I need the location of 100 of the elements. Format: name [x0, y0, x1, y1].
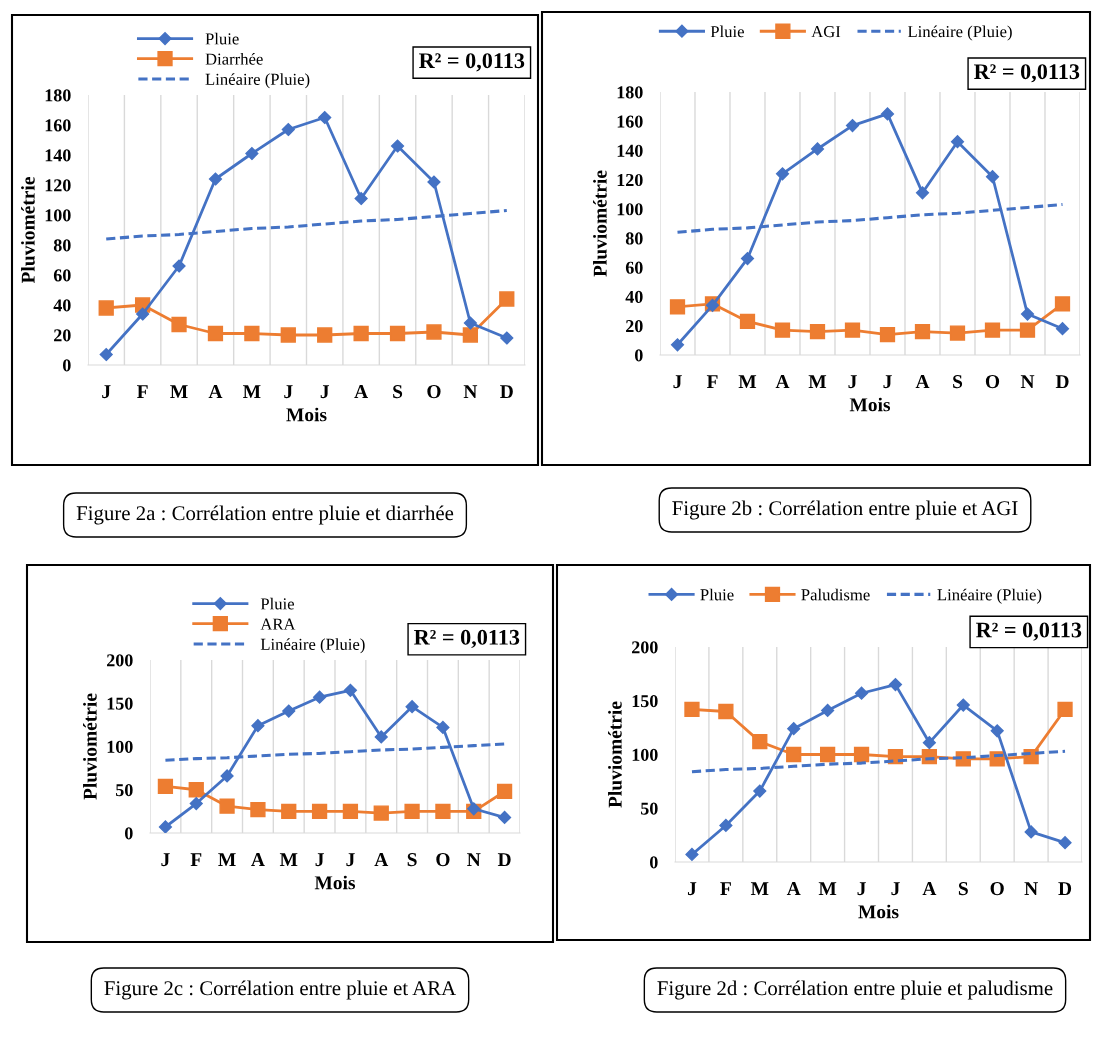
x-tick-label: F: [137, 385, 148, 398]
x-tick-label: A: [922, 882, 937, 895]
y-tick-label: 200: [107, 654, 133, 667]
x-tick-label: D: [497, 853, 511, 866]
x-tick-label: J: [848, 375, 857, 389]
legend-label: Linéaire (Pluie): [205, 73, 310, 89]
y-tick-label: 100: [617, 203, 643, 216]
x-tick-label: A: [374, 853, 389, 866]
legend-label: Pluie: [260, 597, 295, 610]
text: R² = 0,0113: [419, 53, 525, 72]
x-tick-label: M: [738, 375, 757, 388]
x-tick-label: J: [315, 853, 324, 867]
x-tick-label: A: [915, 375, 930, 388]
text: R² = 0,0113: [974, 64, 1080, 83]
legend-label: Pluie: [700, 588, 734, 601]
x-tick-label: O: [990, 882, 1004, 896]
y-tick-label: 150: [107, 697, 133, 710]
x-tick-label: S: [407, 853, 417, 867]
x-tick-label: J: [883, 375, 892, 389]
legend-label: Pluie: [205, 32, 239, 45]
legend-label: ARA: [260, 618, 296, 630]
x-tick-label: M: [243, 385, 261, 398]
y-tick-label: 80: [53, 239, 71, 252]
y-tick-label: 40: [53, 299, 71, 312]
y-axis-title: Pluviométrie: [608, 701, 622, 808]
x-tick-label: M: [750, 882, 769, 895]
y-tick-label: 50: [116, 784, 133, 797]
x-tick-label: N: [1020, 375, 1035, 388]
legend-label: Pluie: [710, 25, 744, 38]
y-axis-title: Pluviométrie: [21, 177, 35, 284]
y-tick-label: 20: [54, 329, 71, 342]
legend-label: Linéaire (Pluie): [937, 588, 1042, 604]
y-tick-label: 0: [649, 856, 658, 869]
x-axis-title: Mois: [286, 407, 327, 422]
y-tick-label: 100: [45, 209, 71, 222]
y-tick-label: 180: [617, 86, 643, 99]
x-tick-label: O: [436, 853, 450, 867]
y-tick-label: 0: [124, 827, 133, 840]
x-tick-label: J: [320, 385, 330, 399]
x-tick-label: M: [808, 375, 827, 388]
y-tick-label: 150: [632, 695, 658, 708]
x-tick-label: D: [1058, 882, 1072, 895]
y-tick-label: 160: [617, 115, 643, 128]
x-tick-label: M: [818, 882, 837, 895]
x-tick-label: A: [786, 882, 801, 895]
y-tick-label: 40: [625, 290, 643, 303]
x-tick-label: M: [279, 853, 298, 866]
x-tick-label: O: [427, 385, 441, 399]
legend-label: Linéaire (Pluie): [907, 25, 1012, 41]
x-tick-label: J: [284, 385, 293, 399]
x-tick-label: S: [958, 882, 968, 896]
y-tick-label: 140: [617, 144, 643, 157]
caption: Figure 2b : Corrélation entre pluie et AGI: [672, 500, 1018, 520]
y-tick-label: 80: [625, 232, 643, 245]
x-tick-label: F: [720, 882, 731, 895]
y-tick-label: 60: [53, 269, 71, 282]
x-tick-label: M: [218, 853, 236, 866]
x-tick-label: J: [673, 375, 682, 389]
y-tick-label: 0: [634, 349, 643, 362]
x-tick-label: O: [985, 375, 1000, 389]
y-tick-label: 60: [625, 261, 643, 274]
x-tick-label: D: [1055, 375, 1069, 388]
legend-label: Diarrhée: [205, 52, 263, 65]
x-tick-label: D: [500, 385, 513, 398]
x-tick-label: A: [354, 385, 368, 398]
x-axis-title: Mois: [849, 397, 891, 412]
x-tick-label: N: [1024, 882, 1038, 895]
legend-label: Paludisme: [801, 588, 870, 601]
caption: Figure 2a : Corrélation entre pluie et diarrhée: [76, 505, 454, 525]
x-tick-label: S: [393, 385, 403, 399]
y-axis-title: Pluviométrie: [83, 693, 97, 800]
text: R² = 0,0113: [976, 622, 1082, 641]
x-tick-label: J: [857, 882, 866, 896]
text: R² = 0,0113: [414, 629, 520, 649]
y-tick-label: 120: [45, 179, 71, 192]
y-tick-label: 50: [641, 802, 658, 815]
y-tick-label: 160: [45, 119, 71, 132]
y-tick-label: 0: [62, 359, 71, 372]
x-tick-label: A: [775, 375, 790, 388]
x-tick-label: N: [463, 385, 478, 398]
y-axis-title: Pluviométrie: [593, 170, 607, 277]
y-tick-label: 120: [617, 173, 643, 187]
x-tick-label: J: [891, 882, 900, 896]
y-tick-label: 100: [107, 740, 133, 753]
y-tick-label: 180: [45, 89, 71, 102]
x-tick-label: M: [170, 385, 188, 398]
x-tick-label: F: [706, 375, 718, 388]
x-axis-title: Mois: [858, 904, 899, 919]
y-tick-label: 100: [632, 748, 658, 761]
x-tick-label: A: [251, 853, 265, 866]
x-tick-label: S: [953, 375, 963, 389]
caption: Figure 2d : Corrélation entre pluie et paludisme: [657, 980, 1053, 1000]
y-tick-label: 200: [632, 641, 658, 654]
x-tick-label: J: [346, 853, 355, 867]
y-tick-label: 20: [626, 320, 643, 333]
caption: Figure 2c : Corrélation entre pluie et ARA: [104, 980, 457, 1000]
x-tick-label: F: [190, 853, 202, 866]
x-tick-label: J: [102, 385, 111, 399]
y-tick-label: 140: [45, 149, 71, 162]
x-tick-label: N: [467, 853, 481, 866]
